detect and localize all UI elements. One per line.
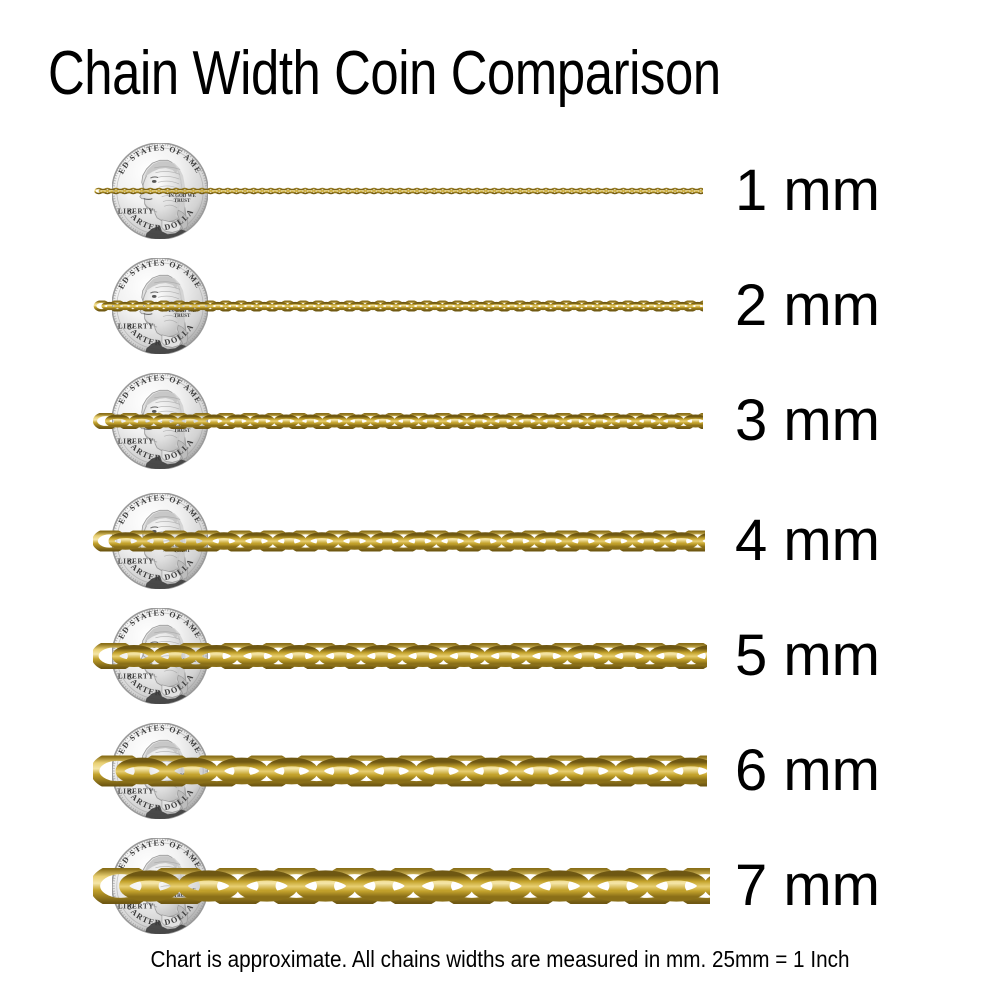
chain-row-inner: UNITED STATES OF AMERICA QUARTER DOLLAR …	[0, 713, 1000, 828]
gold-chain-icon	[93, 187, 703, 194]
gold-chain-icon	[93, 412, 703, 429]
chain-row-inner: UNITED STATES OF AMERICA QUARTER DOLLAR …	[0, 248, 1000, 363]
svg-text:TRUST: TRUST	[174, 894, 191, 899]
chain-width-label: 1 mm	[735, 157, 880, 223]
chain-row-inner: UNITED STATES OF AMERICA QUARTER DOLLAR …	[0, 133, 1000, 248]
chain-width-label: 2 mm	[735, 272, 880, 338]
chain-width-label: 7 mm	[735, 852, 880, 918]
gold-chain-icon	[93, 530, 705, 551]
gold-chain-icon	[93, 300, 703, 311]
chain-row-inner: UNITED STATES OF AMERICA QUARTER DOLLAR …	[0, 828, 1000, 943]
svg-text:TRUST: TRUST	[174, 314, 191, 319]
svg-text:LIBERTY: LIBERTY	[118, 673, 154, 680]
svg-text:LIBERTY: LIBERTY	[118, 208, 154, 215]
chain-row: UNITED STATES OF AMERICA QUARTER DOLLAR …	[0, 713, 1000, 828]
svg-text:LIBERTY: LIBERTY	[118, 438, 154, 445]
svg-text:LIBERTY: LIBERTY	[118, 903, 154, 910]
chain-row: UNITED STATES OF AMERICA QUARTER DOLLAR …	[0, 483, 1000, 598]
chain-row: UNITED STATES OF AMERICA QUARTER DOLLAR …	[0, 363, 1000, 478]
gold-chain-icon	[93, 755, 707, 786]
gold-chain-icon	[93, 642, 707, 669]
svg-text:TRUST: TRUST	[174, 549, 191, 554]
chain-row-inner: UNITED STATES OF AMERICA QUARTER DOLLAR …	[0, 598, 1000, 713]
chain-width-label: 6 mm	[735, 737, 880, 803]
svg-text:TRUST: TRUST	[174, 429, 191, 434]
chain-width-label: 5 mm	[735, 622, 880, 688]
chain-width-label: 4 mm	[735, 507, 880, 573]
chain-row: UNITED STATES OF AMERICA QUARTER DOLLAR …	[0, 133, 1000, 248]
chain-row-inner: UNITED STATES OF AMERICA QUARTER DOLLAR …	[0, 483, 1000, 598]
gold-chain-icon	[93, 867, 710, 904]
chain-width-label: 3 mm	[735, 387, 880, 453]
svg-text:LIBERTY: LIBERTY	[118, 323, 154, 330]
svg-text:TRUST: TRUST	[174, 199, 191, 204]
svg-text:LIBERTY: LIBERTY	[118, 558, 154, 565]
svg-text:IN GOD WE: IN GOD WE	[168, 193, 196, 198]
svg-text:LIBERTY: LIBERTY	[118, 788, 154, 795]
chain-row: UNITED STATES OF AMERICA QUARTER DOLLAR …	[0, 598, 1000, 713]
chain-row: UNITED STATES OF AMERICA QUARTER DOLLAR …	[0, 248, 1000, 363]
chain-row: UNITED STATES OF AMERICA QUARTER DOLLAR …	[0, 828, 1000, 943]
footer-note: Chart is approximate. All chains widths …	[150, 946, 850, 972]
quarter-coin-icon: UNITED STATES OF AMERICA QUARTER DOLLAR …	[112, 142, 208, 239]
page-title: Chain Width Coin Comparison	[48, 39, 721, 108]
chain-row-inner: UNITED STATES OF AMERICA QUARTER DOLLAR …	[0, 363, 1000, 478]
